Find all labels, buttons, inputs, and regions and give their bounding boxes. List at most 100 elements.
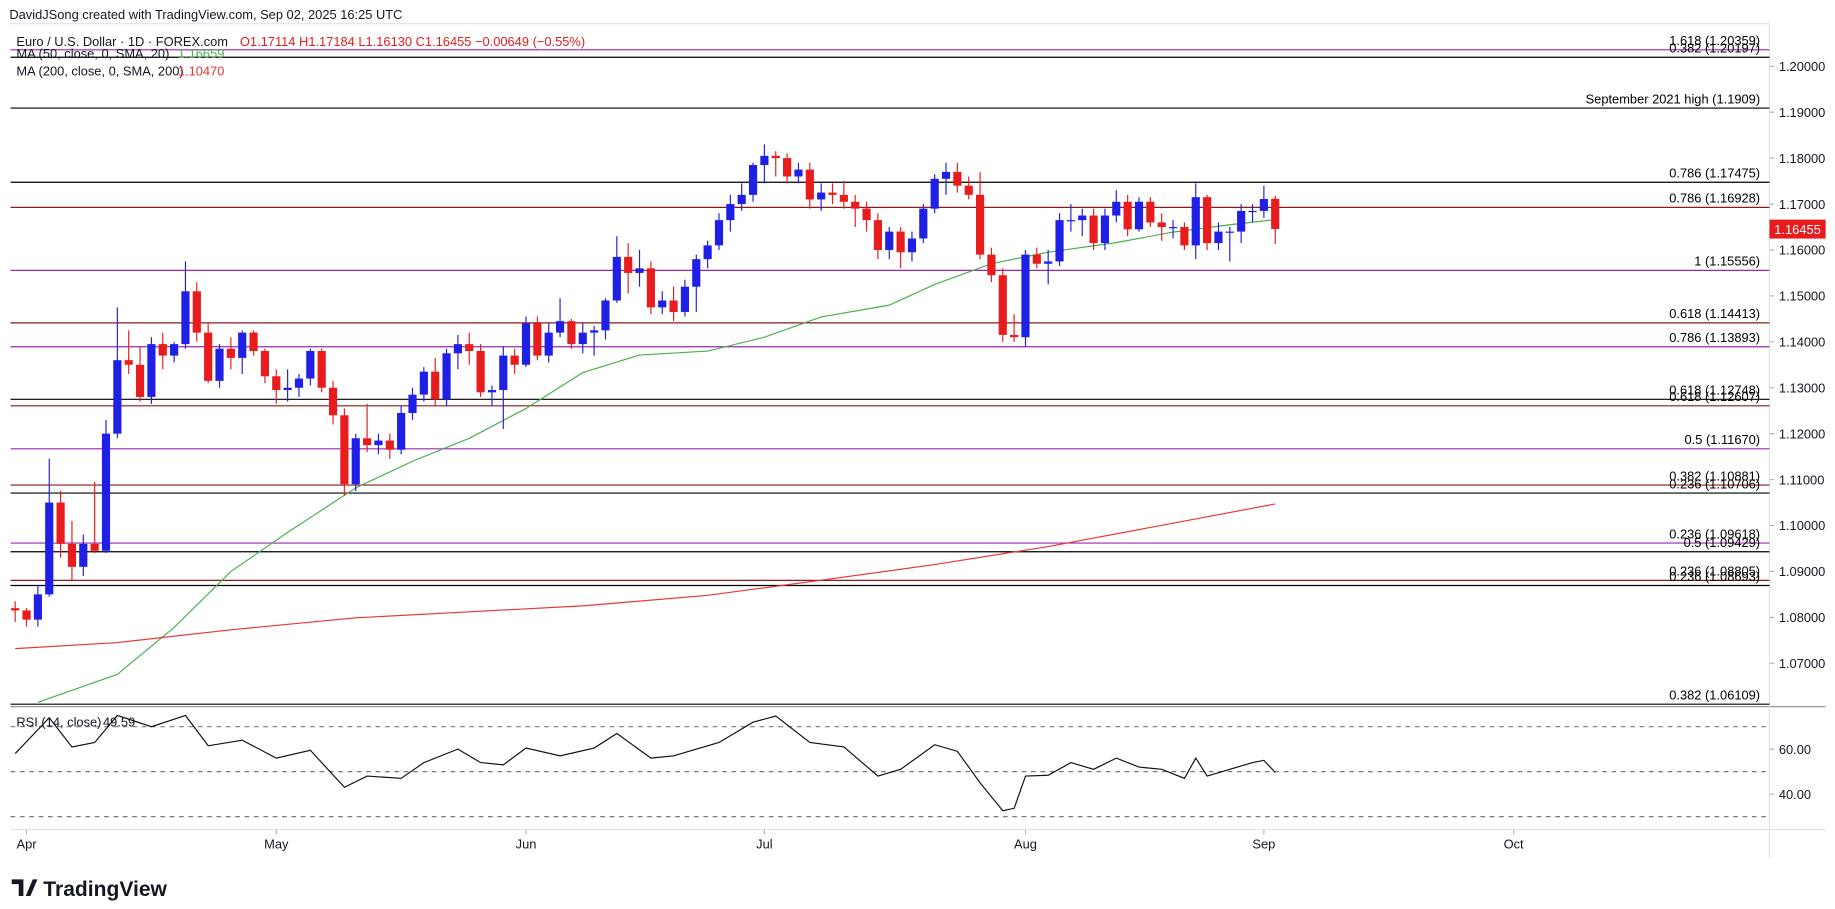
candle-body bbox=[328, 387, 338, 416]
candle-body bbox=[22, 610, 31, 620]
symbol: Euro / U.S. Dollar · 1D · FOREX.com bbox=[16, 34, 228, 49]
level-label: 0.618 (1.12607) bbox=[1669, 389, 1760, 404]
y-tick-label: 1.14000 bbox=[1779, 334, 1826, 349]
candle-body bbox=[476, 351, 485, 393]
logo-text: TradingView bbox=[43, 878, 167, 901]
level-label: 0.786 (1.17475) bbox=[1669, 165, 1760, 180]
candle-body bbox=[1271, 198, 1280, 230]
level-label: 0.5 (1.09429) bbox=[1684, 535, 1761, 550]
candle-body bbox=[817, 192, 826, 200]
price-tag-label: 1.16455 bbox=[1774, 222, 1821, 237]
candle-body bbox=[555, 321, 565, 333]
moving-average bbox=[15, 503, 1276, 650]
ma-legend-value: 1.10470 bbox=[178, 64, 225, 79]
candle-body bbox=[453, 344, 462, 354]
level-label: 0.236 (1.09618) bbox=[1669, 526, 1760, 541]
candle-body bbox=[896, 231, 905, 253]
candle-body bbox=[249, 332, 258, 352]
candle-body bbox=[919, 208, 928, 239]
candle-body bbox=[953, 171, 962, 186]
candle-body bbox=[646, 268, 655, 308]
candle-body bbox=[1044, 261, 1053, 264]
level-label: 0.236 (1.10706) bbox=[1669, 476, 1760, 491]
level-label: 1 (1.15556) bbox=[1694, 254, 1760, 269]
candle-body bbox=[67, 543, 77, 567]
candle-body bbox=[805, 169, 814, 200]
candle-body bbox=[703, 245, 712, 260]
candle-body bbox=[828, 192, 837, 195]
candle-body bbox=[158, 344, 167, 356]
level-label: 0.236 (1.08693) bbox=[1669, 569, 1760, 584]
y-tick-label: 1.07000 bbox=[1779, 656, 1826, 671]
candle-body bbox=[283, 387, 292, 391]
candle-body bbox=[1112, 201, 1121, 216]
level-label: September 2021 high (1.1909) bbox=[1586, 91, 1761, 106]
candle-body bbox=[45, 502, 54, 595]
candle-body bbox=[941, 171, 951, 179]
ohlc: O1.17114 H1.17184 L1.16130 C1.16455 −0.0… bbox=[240, 34, 585, 49]
candle-body bbox=[11, 608, 20, 611]
candle-body bbox=[839, 194, 848, 202]
candle-body bbox=[1157, 222, 1166, 228]
candle-body bbox=[907, 238, 917, 253]
candle-body bbox=[851, 201, 860, 209]
moving-average bbox=[37, 219, 1276, 703]
candle-body bbox=[1248, 210, 1257, 213]
candle-body bbox=[101, 433, 111, 551]
candle-body bbox=[680, 286, 690, 312]
logo-icon bbox=[11, 879, 38, 896]
candle-body bbox=[272, 376, 281, 391]
candle-body bbox=[612, 256, 621, 301]
candle-body bbox=[771, 155, 780, 159]
price-tag bbox=[1769, 219, 1826, 239]
candle-body bbox=[79, 543, 88, 567]
candle-body bbox=[147, 344, 156, 397]
candle-body bbox=[465, 344, 474, 352]
candle-body bbox=[431, 371, 440, 400]
candle-body bbox=[783, 158, 792, 177]
candle-body bbox=[397, 412, 406, 450]
candle-body bbox=[181, 291, 190, 345]
level-label: 0.382 (1.10881) bbox=[1669, 468, 1760, 483]
x-tick-label: Jun bbox=[516, 837, 537, 852]
level-label: 0.382 (1.06109) bbox=[1669, 687, 1760, 702]
candle-body bbox=[124, 360, 133, 365]
candle-body bbox=[260, 351, 270, 377]
candle-body bbox=[215, 348, 224, 381]
candle-body bbox=[204, 332, 213, 381]
candle-body bbox=[964, 185, 973, 195]
candle-body bbox=[1214, 231, 1223, 244]
level-label: 0.786 (1.13893) bbox=[1669, 330, 1760, 345]
candle-body bbox=[1066, 220, 1075, 222]
candle-body bbox=[737, 194, 746, 205]
candle-body bbox=[385, 440, 394, 450]
level-label: 0.5 (1.11670) bbox=[1685, 432, 1761, 447]
level-label: 0.382 (1.20197) bbox=[1669, 40, 1760, 55]
candle-body bbox=[1237, 210, 1246, 232]
candle-body bbox=[317, 351, 326, 388]
y-tick-label: 60.00 bbox=[1779, 742, 1811, 757]
candle-body bbox=[998, 275, 1007, 335]
candle-body bbox=[1021, 254, 1030, 338]
x-tick-label: Oct bbox=[1504, 837, 1524, 852]
candle-body bbox=[1089, 215, 1098, 244]
credit: DavidJSong created with TradingView.com,… bbox=[9, 7, 402, 22]
candle-body bbox=[306, 351, 315, 379]
candle-body bbox=[226, 348, 235, 358]
candle-body bbox=[760, 155, 769, 166]
candle-body bbox=[56, 502, 65, 544]
x-tick-label: Apr bbox=[17, 837, 38, 852]
y-tick-label: 1.11000 bbox=[1779, 472, 1825, 487]
candle-body bbox=[1100, 215, 1110, 244]
candle-body bbox=[873, 220, 882, 250]
candle-body bbox=[624, 256, 633, 273]
rsi-title: RSI (14, close) bbox=[16, 715, 101, 730]
candle-body bbox=[1191, 197, 1200, 246]
candle-body bbox=[487, 390, 497, 393]
candle-body bbox=[658, 300, 667, 308]
ma-legend-value: 1.16659 bbox=[178, 46, 225, 61]
candle-body bbox=[748, 165, 758, 195]
candle-body bbox=[363, 438, 372, 446]
